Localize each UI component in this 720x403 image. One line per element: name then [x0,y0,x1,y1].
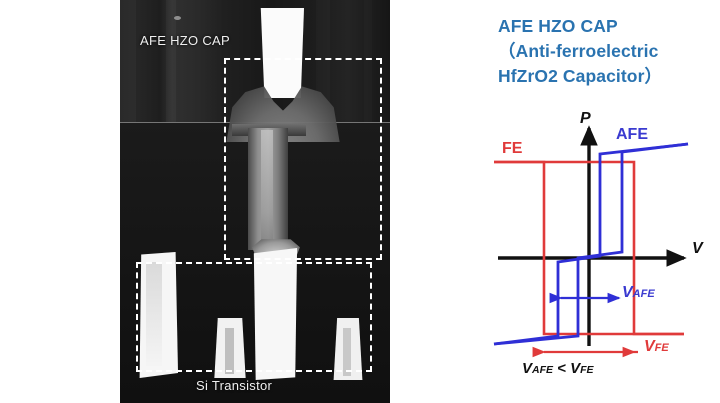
caption-operator: < [553,360,571,377]
tem-capacitor-core [261,130,273,248]
caption-v-fe-sub: FE [580,364,594,376]
vfe-label-sub: FE [654,342,669,354]
caption-v-afe-main: V [522,360,533,377]
axis-label-p: P [580,110,591,127]
page-title-line-3: HfZrO2 Capacitor） [498,66,663,86]
tem-top-electrode [260,8,304,98]
page-title-line-2: （Anti-ferroelectric [498,41,659,61]
chart-caption: VAFE < VFE [522,360,594,377]
dashed-box-capacitor [224,58,382,260]
legend-label-fe: FE [502,140,523,157]
legend-label-afe: AFE [616,126,648,143]
vfe-label-main: V [644,338,655,355]
page-title-line-1: AFE HZO CAP [498,16,618,36]
chart-axes [498,125,687,346]
dashed-box-transistor [136,262,372,372]
tem-contact-right-core [343,328,351,376]
caption-v-afe-sub: AFE [532,364,554,376]
vfe-label: VFE [644,338,669,356]
caption-v-fe-main: V [570,360,581,377]
axis-label-v: V [692,240,703,257]
vafe-label-sub: AFE [632,288,655,300]
tem-label-capacitor: AFE HZO CAP [140,33,230,48]
series-afe [493,142,689,346]
pv-hysteresis-chart: FE AFE P V VAFE VFE VAFE < VFE [488,110,720,384]
tem-center-via [253,248,298,380]
tem-contact-left-shading [146,262,162,366]
tem-speck [174,16,181,20]
tem-micrograph: AFE HZO CAP Si Transistor [120,0,390,403]
page-title: AFE HZO CAP （Anti-ferroelectric HfZrO2 C… [498,14,714,89]
vafe-label: VAFE [622,284,655,302]
tem-gate-contact-core [225,328,234,374]
tem-label-transistor: Si Transistor [196,378,273,393]
series-fe [494,160,684,336]
vafe-label-main: V [622,284,633,301]
